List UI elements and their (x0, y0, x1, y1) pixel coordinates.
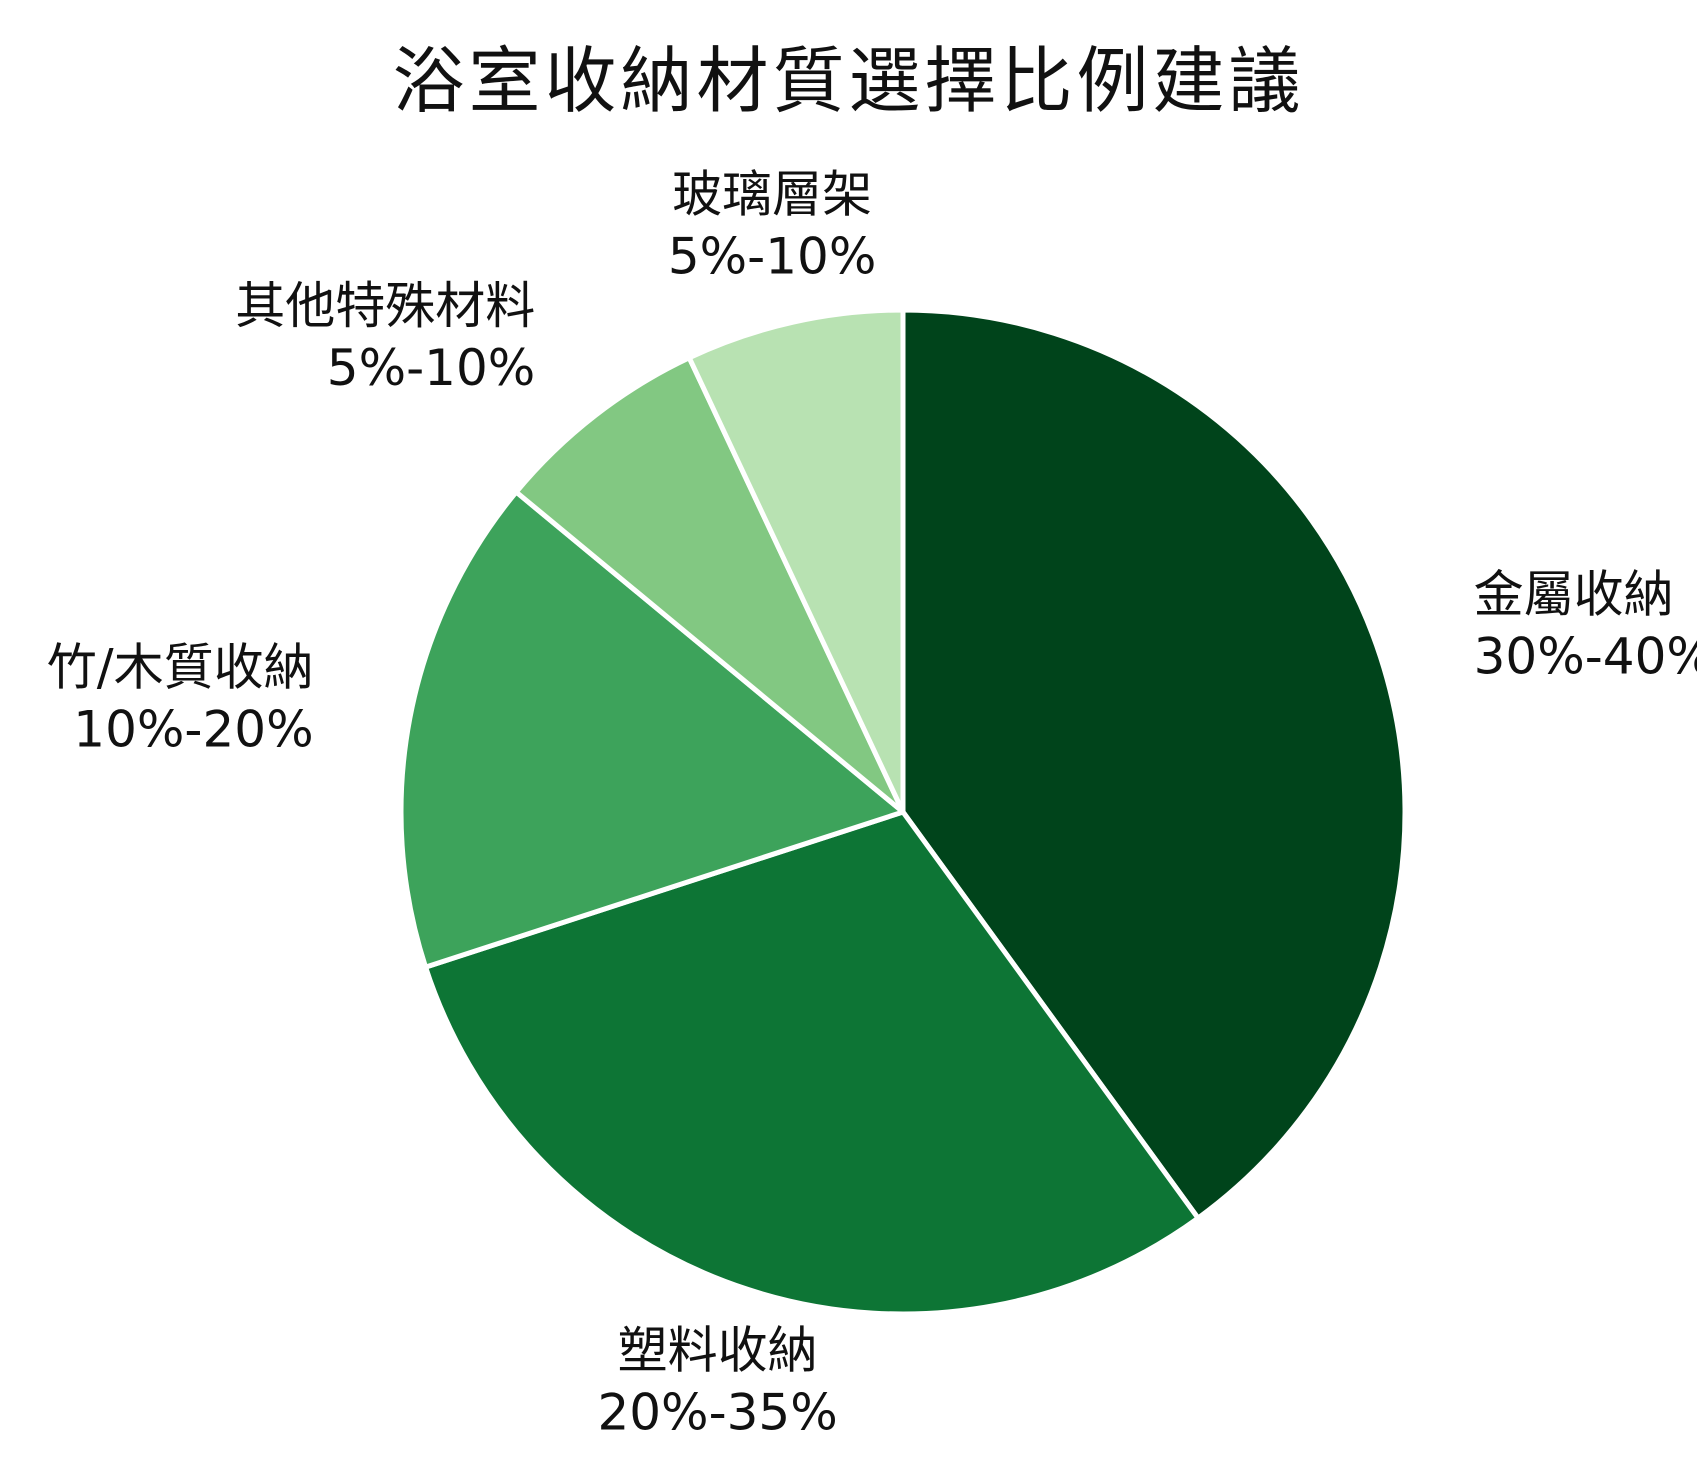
slice-label: 塑料收納 20%-35% (597, 1322, 837, 1442)
slice-label-range: 20%-35% (597, 1384, 837, 1442)
pie-slice (398, 489, 906, 970)
chart-title: 浴室收納材質選擇比例建議 (392, 39, 1305, 123)
pie-slice (900, 307, 1408, 1221)
slice-label-name: 其他特殊材料 (235, 277, 535, 335)
slice-label-name: 金屬收納 (1474, 566, 1674, 624)
slice-label-name: 塑料收納 (618, 1322, 818, 1380)
slice-label-range: 5%-10% (327, 339, 536, 397)
slice-label: 其他特殊材料 5%-10% (235, 277, 535, 397)
pie-slice (686, 307, 906, 815)
slice-label: 竹/木質收納 10%-20% (47, 639, 314, 759)
slice-label-range: 5%-10% (668, 227, 877, 285)
slice-label-name: 玻璃層架 (672, 165, 872, 223)
slice-label-name: 竹/木質收納 (47, 639, 314, 697)
slice-label-range: 10%-20% (73, 701, 313, 759)
pie-slice (423, 809, 1201, 1317)
pie-slice (513, 355, 906, 815)
slice-label-range: 30%-40% (1474, 628, 1697, 686)
slice-label: 金屬收納 30%-40% (1474, 566, 1697, 686)
slice-label: 玻璃層架 5%-10% (668, 165, 877, 285)
